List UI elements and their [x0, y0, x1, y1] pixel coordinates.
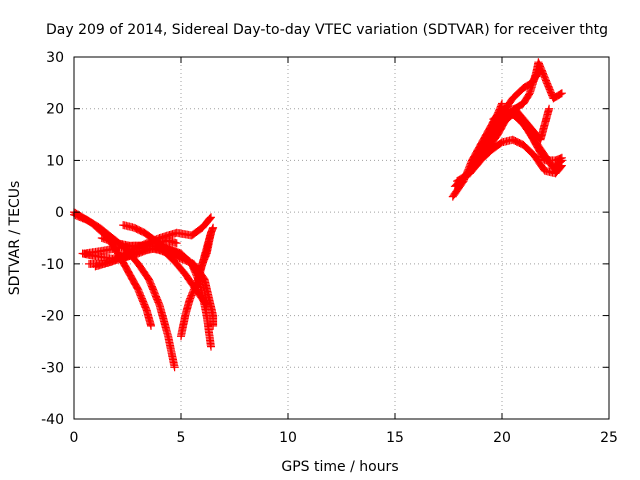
x-tick-label: 25: [600, 430, 618, 446]
y-tick-label: -40: [41, 412, 64, 428]
chart-title: Day 209 of 2014, Sidereal Day-to-day VTE…: [46, 22, 608, 38]
y-tick-label: 20: [46, 102, 64, 118]
x-tick-label: 15: [386, 430, 404, 446]
y-tick-label: -10: [41, 257, 64, 273]
y-tick-label: 0: [55, 205, 64, 221]
data-layer: [70, 58, 566, 372]
x-tick-label: 10: [279, 430, 297, 446]
data-point-markers: [177, 223, 218, 341]
y-tick-label: -30: [41, 360, 64, 376]
plot-border: [73, 56, 610, 420]
data-point-markers: [97, 234, 181, 250]
x-tick-label: 0: [70, 430, 79, 446]
data-point-markers: [489, 104, 554, 144]
x-tick-label: 20: [493, 430, 511, 446]
data-series: [177, 223, 218, 341]
y-axis-title: SDTVAR / TECUs: [7, 181, 23, 296]
y-tick-label: 30: [46, 50, 64, 66]
y-tick-label: 10: [46, 153, 64, 169]
data-series: [97, 234, 181, 250]
x-tick-label: 5: [177, 430, 186, 446]
axis-layer: 0 5 10 15 20 25 -40 -30 -20 -10 0 10 20 30: [41, 50, 618, 446]
data-series: [489, 104, 554, 144]
y-tick-label: -20: [41, 309, 64, 325]
x-axis-title: GPS time / hours: [281, 459, 398, 475]
